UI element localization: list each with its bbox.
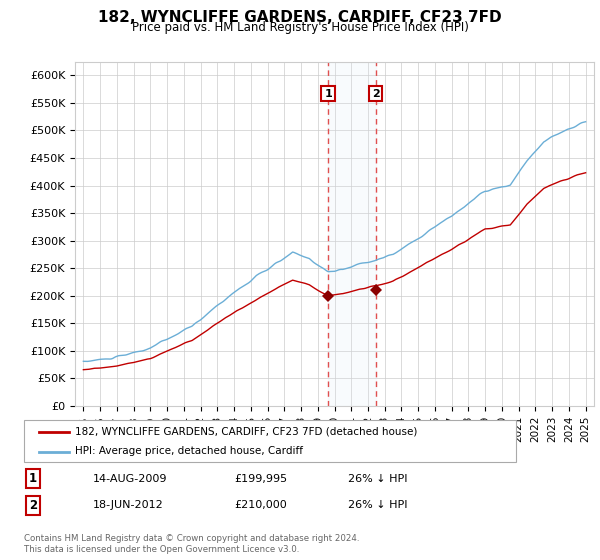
Text: Contains HM Land Registry data © Crown copyright and database right 2024.
This d: Contains HM Land Registry data © Crown c… — [24, 534, 359, 554]
Text: 18-JUN-2012: 18-JUN-2012 — [93, 500, 164, 510]
Bar — [328, 62, 376, 406]
Text: 14-AUG-2009: 14-AUG-2009 — [93, 474, 167, 484]
Text: 26% ↓ HPI: 26% ↓ HPI — [348, 474, 407, 484]
Text: Price paid vs. HM Land Registry's House Price Index (HPI): Price paid vs. HM Land Registry's House … — [131, 21, 469, 34]
Text: HPI: Average price, detached house, Cardiff: HPI: Average price, detached house, Card… — [75, 446, 303, 456]
Text: 26% ↓ HPI: 26% ↓ HPI — [348, 500, 407, 510]
Text: £199,995: £199,995 — [234, 474, 287, 484]
Text: 182, WYNCLIFFE GARDENS, CARDIFF, CF23 7FD: 182, WYNCLIFFE GARDENS, CARDIFF, CF23 7F… — [98, 10, 502, 25]
Text: 1: 1 — [324, 88, 332, 99]
Text: £210,000: £210,000 — [234, 500, 287, 510]
Text: 2: 2 — [29, 498, 37, 512]
Text: 1: 1 — [29, 472, 37, 486]
Text: 2: 2 — [372, 88, 380, 99]
Text: 182, WYNCLIFFE GARDENS, CARDIFF, CF23 7FD (detached house): 182, WYNCLIFFE GARDENS, CARDIFF, CF23 7F… — [75, 427, 418, 437]
